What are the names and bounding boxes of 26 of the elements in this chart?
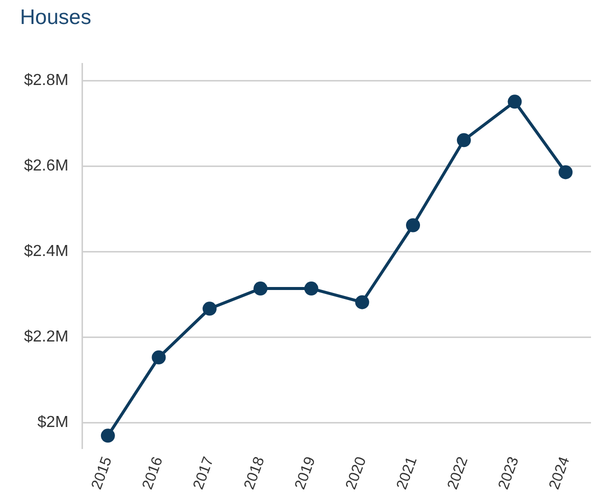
point bbox=[100, 428, 115, 443]
point bbox=[456, 133, 471, 148]
x-tick-label: 2017 bbox=[190, 454, 218, 492]
y-tick-label: $2.2M bbox=[24, 328, 68, 346]
point bbox=[304, 282, 318, 296]
x-tick-label: 2018 bbox=[240, 454, 268, 492]
y-tick-label: $2.6M bbox=[24, 158, 68, 175]
x-tick-label: 2023 bbox=[494, 454, 522, 492]
x-tick-label: 2021 bbox=[393, 454, 421, 492]
point bbox=[152, 350, 166, 364]
y-tick-label: $2.4M bbox=[24, 243, 68, 260]
x-tick-label: 2019 bbox=[292, 454, 319, 492]
y-tick-label: $2M bbox=[37, 414, 68, 432]
point bbox=[558, 165, 573, 180]
chart-title: Houses bbox=[20, 6, 92, 30]
point bbox=[406, 218, 420, 232]
point bbox=[508, 94, 522, 109]
x-tick-label: 2016 bbox=[139, 454, 166, 492]
y-tick-label: $2.8M bbox=[24, 72, 68, 90]
x-tick-label: 2015 bbox=[88, 454, 116, 492]
point bbox=[202, 302, 217, 316]
x-tick-label: 2022 bbox=[444, 454, 472, 492]
x-tick-label: 2024 bbox=[546, 454, 574, 492]
point bbox=[253, 282, 268, 296]
x-tick-label: 2020 bbox=[342, 454, 370, 492]
point bbox=[355, 295, 370, 310]
